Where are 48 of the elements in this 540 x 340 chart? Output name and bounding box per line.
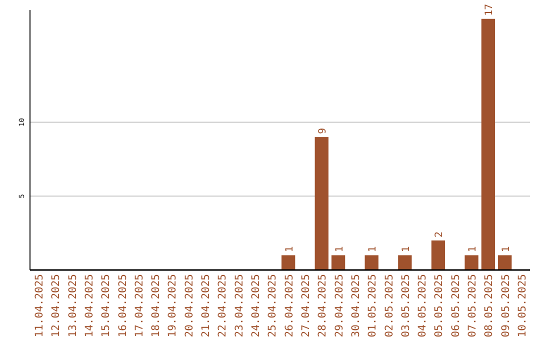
x-tick-label: 20.04.2025	[183, 274, 196, 338]
x-tick-label: 29.04.2025	[333, 274, 346, 338]
x-tick-label: 18.04.2025	[150, 274, 162, 338]
x-tick-label: 24.04.2025	[250, 274, 262, 338]
bar	[398, 255, 412, 270]
x-tick-label: 08.05.2025	[483, 274, 496, 338]
x-tick-label: 21.04.2025	[200, 274, 212, 338]
data-label: 9	[318, 128, 329, 134]
x-tick-label: 13.04.2025	[66, 274, 79, 338]
x-tick-label: 10.05.2025	[516, 274, 529, 338]
bar	[314, 137, 328, 270]
data-label: 17	[484, 4, 496, 16]
x-tick-label: 25.04.2025	[266, 274, 279, 338]
data-label: 1	[334, 246, 346, 252]
data-label: 2	[434, 231, 446, 238]
x-tick-label: 16.04.2025	[116, 274, 129, 338]
x-tick-label: 14.04.2025	[83, 274, 96, 338]
bar	[464, 255, 478, 270]
x-tick-label: 27.04.2025	[300, 274, 312, 338]
x-tick-label: 02.05.2025	[383, 274, 396, 338]
bar	[498, 255, 512, 270]
x-tick-label: 22.04.2025	[216, 274, 229, 338]
x-tick-label: 01.05.2025	[366, 274, 379, 338]
x-tick-label: 28.04.2025	[316, 274, 329, 338]
bar	[331, 255, 346, 270]
x-tick-label: 03.05.2025	[400, 274, 412, 338]
x-tick-label: 19.04.2025	[166, 274, 179, 338]
x-tick-label: 04.05.2025	[416, 274, 429, 338]
data-label: 1	[368, 246, 379, 252]
x-tick-label: 09.05.2025	[500, 274, 512, 338]
x-tick-label: 07.05.2025	[466, 274, 479, 338]
x-tick-label: 30.04.2025	[350, 274, 362, 338]
x-tick-label: 15.04.2025	[100, 274, 112, 338]
x-tick-label: 06.05.2025	[450, 274, 462, 338]
data-label: 1	[284, 246, 296, 252]
bar	[282, 255, 296, 270]
bar	[364, 255, 378, 270]
x-tick-label: 12.04.2025	[50, 274, 62, 338]
bar	[481, 18, 496, 270]
x-tick-label: 17.04.2025	[133, 274, 146, 338]
data-label: 1	[400, 246, 412, 252]
x-tick-label: 23.04.2025	[233, 274, 246, 338]
data-label: 1	[500, 246, 512, 252]
bar	[431, 240, 446, 270]
x-tick-label: 26.04.2025	[283, 274, 296, 338]
x-tick-label: 11.04.2025	[33, 274, 46, 338]
data-label: 1	[468, 246, 479, 252]
x-tick-label: 05.05.2025	[433, 274, 446, 338]
